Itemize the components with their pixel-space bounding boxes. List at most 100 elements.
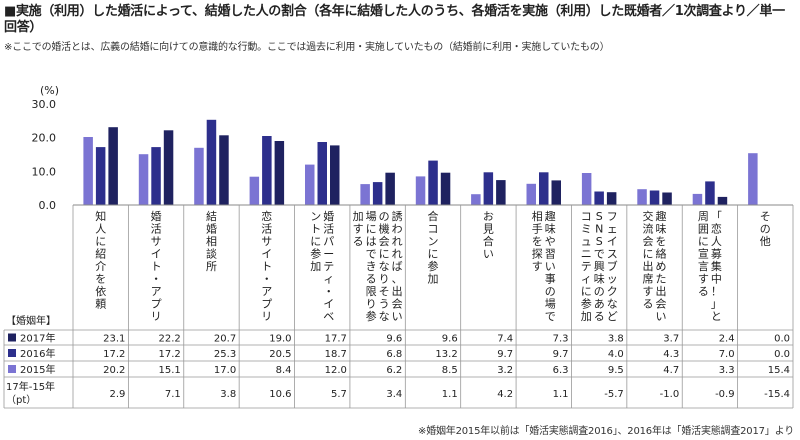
category-label-char: お bbox=[483, 210, 494, 223]
category-label-char: い bbox=[545, 260, 556, 273]
legend-swatch-2015年 bbox=[8, 365, 16, 373]
category-label-char: サ bbox=[151, 235, 162, 248]
category-label-char: ト bbox=[151, 260, 162, 273]
category-label-char: 習 bbox=[545, 248, 556, 261]
bar-2015年-8 bbox=[471, 194, 481, 205]
category-label-char: 合 bbox=[428, 209, 439, 223]
bar-2015年-13 bbox=[748, 153, 758, 205]
bar-2016年-11 bbox=[649, 190, 660, 205]
category-label-char: 囲 bbox=[698, 223, 709, 236]
category-label-char: 相 bbox=[532, 210, 543, 223]
diff-row-label: 17年-15年 bbox=[6, 380, 55, 393]
category-label-char: の bbox=[594, 285, 605, 298]
category-label-char: 宣 bbox=[698, 247, 709, 261]
category-label-char: れ bbox=[392, 248, 403, 261]
category-label-char: 言 bbox=[698, 260, 709, 273]
category-label-char: や bbox=[545, 235, 556, 248]
category-label-char: に bbox=[428, 248, 439, 261]
bar-2016年-7 bbox=[428, 160, 438, 205]
bar-2016年-10 bbox=[594, 191, 604, 205]
category-label-char: 参 bbox=[310, 247, 321, 261]
y-tick-label: 0.0 bbox=[39, 199, 57, 212]
bar-2017年-6 bbox=[385, 172, 395, 205]
data-label-2015年: 12.0 bbox=[325, 365, 347, 376]
y-unit-label: (%) bbox=[40, 84, 59, 97]
bar-2017年-2 bbox=[163, 130, 174, 205]
category-label-char: ブ bbox=[607, 259, 618, 273]
category-label-char: に bbox=[379, 248, 390, 261]
category-label-char: 場 bbox=[366, 210, 377, 223]
category-label-char: で bbox=[594, 248, 605, 261]
data-label-2016年: 17.2 bbox=[159, 349, 181, 360]
category-label-char: ・ bbox=[261, 273, 272, 286]
category-label-char: 機 bbox=[379, 222, 390, 236]
category-label-char: を bbox=[95, 273, 106, 286]
category-label-char: な bbox=[379, 260, 390, 273]
category-label-char: テ bbox=[581, 260, 592, 273]
category-label-char: わ bbox=[392, 223, 403, 236]
legend-swatch-2016年 bbox=[8, 349, 16, 357]
data-label-2017年: 23.1 bbox=[103, 334, 125, 345]
bar-2015年-6 bbox=[360, 184, 370, 205]
bar-2016年-6 bbox=[372, 182, 383, 205]
category-label-char: イ bbox=[261, 248, 272, 261]
data-label-2015年: 17.0 bbox=[214, 365, 236, 376]
category-label-char: た bbox=[656, 273, 667, 286]
category-label-char: の bbox=[545, 285, 556, 298]
category-label-char: い bbox=[392, 310, 403, 323]
category-label-char: 出 bbox=[643, 259, 654, 273]
diff-value: 1.1 bbox=[442, 389, 458, 400]
legend-swatch-2017年 bbox=[8, 333, 16, 342]
category-label-char: 交 bbox=[643, 209, 654, 223]
category-label-char: 所 bbox=[206, 260, 217, 273]
data-label-2016年: 9.7 bbox=[497, 349, 513, 360]
data-label-2017年: 3.7 bbox=[663, 334, 679, 345]
data-label-2015年: 4.7 bbox=[663, 365, 679, 376]
category-label-char: は bbox=[366, 235, 377, 248]
category-label-char: 合 bbox=[483, 234, 494, 248]
data-label-2017年: 0.0 bbox=[774, 334, 790, 345]
data-label-2017年: 7.3 bbox=[553, 334, 569, 345]
data-label-2016年: 20.5 bbox=[269, 349, 291, 360]
data-label-2016年: 17.2 bbox=[103, 349, 125, 360]
category-label-char: 味 bbox=[545, 223, 556, 236]
category-label-char: を bbox=[532, 235, 543, 248]
category-label-char: 限 bbox=[366, 285, 377, 298]
category-label-char: ィ bbox=[581, 273, 592, 286]
diff-value: 3.8 bbox=[220, 389, 236, 400]
category-label-char: ト bbox=[310, 223, 321, 236]
bar-2015年-11 bbox=[637, 189, 647, 205]
category-label-char: り bbox=[366, 298, 377, 311]
bar-2015年-2 bbox=[138, 154, 149, 205]
data-label-2017年: 9.6 bbox=[386, 334, 402, 345]
category-label-char: 味 bbox=[656, 223, 667, 236]
category-label-char: ク bbox=[607, 285, 618, 298]
data-label-2015年: 6.2 bbox=[386, 365, 402, 376]
data-label-2017年: 2.4 bbox=[719, 334, 735, 345]
category-label-char: 加 bbox=[428, 273, 439, 286]
data-label-2017年: 19.0 bbox=[269, 334, 291, 345]
category-label-char: 趣 bbox=[545, 209, 556, 223]
bar-2017年-4 bbox=[274, 141, 285, 205]
category-label-char: ィ bbox=[323, 273, 334, 286]
diff-value: 7.1 bbox=[165, 389, 181, 400]
row-label-2016年: 2016年 bbox=[20, 347, 55, 360]
category-label-char: 参 bbox=[366, 309, 377, 323]
category-label-char: 」 bbox=[711, 298, 722, 311]
diff-value: -1.0 bbox=[660, 389, 680, 400]
bar-2017年-1 bbox=[108, 127, 118, 205]
category-label-char: り bbox=[379, 273, 390, 286]
category-label-char: な bbox=[607, 298, 618, 311]
category-label-char: 流 bbox=[643, 222, 654, 236]
category-label-char: リ bbox=[151, 310, 162, 323]
category-label-char: 見 bbox=[483, 223, 494, 236]
category-label-char: 参 bbox=[581, 297, 592, 311]
data-label-2017年: 22.2 bbox=[159, 334, 181, 345]
diff-value: 4.2 bbox=[497, 389, 513, 400]
data-label-2017年: 17.7 bbox=[325, 334, 347, 345]
category-label-char: 依 bbox=[95, 285, 106, 298]
category-label-char: S bbox=[596, 235, 603, 248]
bar-2017年-12 bbox=[717, 196, 728, 205]
category-label-char: い bbox=[656, 310, 667, 323]
category-label-char: あ bbox=[594, 298, 605, 311]
